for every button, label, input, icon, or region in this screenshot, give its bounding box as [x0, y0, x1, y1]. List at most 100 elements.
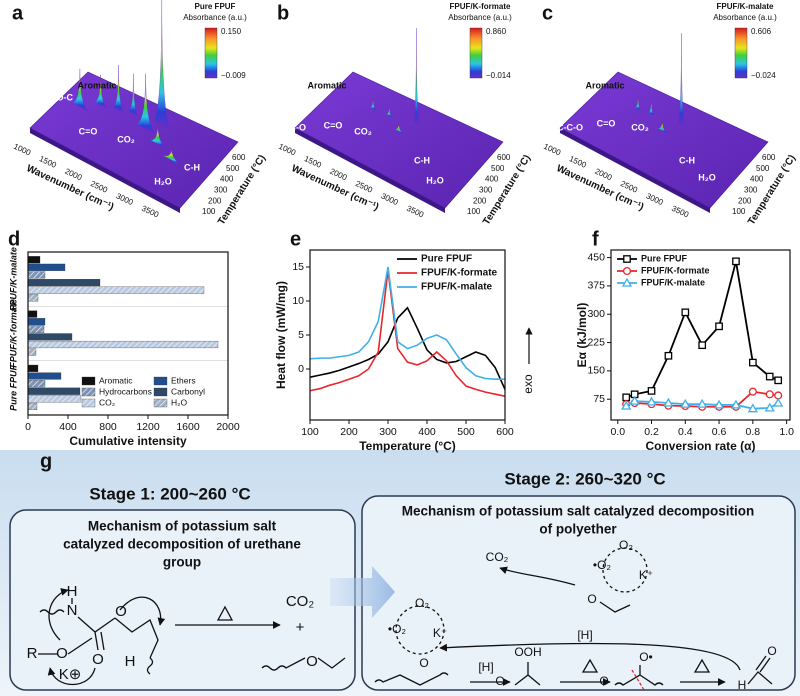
atom-label: CO₂	[286, 593, 315, 610]
x-tick-label: 0.2	[644, 426, 659, 438]
peak-annotation: H₂O	[426, 175, 444, 185]
series-line	[309, 266, 505, 380]
legend-label: FPUF/K-formate	[641, 265, 710, 275]
marker	[647, 387, 656, 395]
atom-label: O	[767, 644, 776, 658]
marker	[622, 393, 631, 402]
x-tick-label: 1.0	[779, 426, 794, 438]
marker	[681, 308, 690, 317]
electron-arrow	[47, 667, 96, 685]
atom-label: K⊕	[59, 666, 82, 683]
x-tick-label: 800	[99, 421, 117, 433]
atom-label: O	[587, 592, 596, 606]
colorbar-title: Pure FPUF	[195, 2, 236, 11]
y-tick-label: 100	[202, 207, 216, 216]
x-tick-label: 500	[457, 426, 475, 438]
surface-peak	[154, 0, 170, 129]
atom-label: O	[599, 674, 608, 688]
bar	[27, 263, 66, 271]
marker	[715, 322, 723, 331]
y-tick-label: 400	[485, 175, 499, 184]
y-tick-label: 0	[298, 363, 304, 375]
x-tick-label: 3000	[115, 191, 135, 207]
box-title: Mechanism of potassium salt	[88, 519, 277, 534]
peak-annotation: C-H	[679, 155, 695, 165]
peak-annotation: Aromatic	[307, 80, 346, 90]
colorbar	[469, 27, 483, 79]
surface-peak	[657, 120, 667, 133]
marker	[774, 376, 783, 385]
bond	[374, 672, 449, 686]
y-tick-label: 200	[208, 196, 222, 205]
x-tick-label: 3500	[140, 204, 160, 220]
legend-label: Aromatic	[99, 375, 133, 385]
colorbar	[734, 27, 748, 79]
bar	[27, 318, 46, 326]
surface-peak	[678, 33, 685, 126]
ion-cycle	[602, 547, 648, 593]
x-tick-label: 0.6	[712, 426, 727, 438]
y-axis-label: Eα (kJ/mol)	[575, 303, 589, 368]
colorbar-max: 0.150	[221, 27, 242, 36]
y-tick-label: 225	[587, 336, 605, 348]
box-title: group	[163, 555, 201, 570]
stage-2-structure	[374, 547, 773, 691]
y-axis-label: Heat flow (mW/mg)	[274, 281, 288, 389]
marker	[663, 397, 674, 407]
stage-arrow	[330, 566, 395, 618]
surface-peak	[634, 94, 642, 111]
atom-label: O	[306, 653, 318, 670]
x-tick-label: 3000	[645, 191, 665, 207]
series-line	[309, 306, 506, 390]
x-tick-label: 1600	[176, 421, 200, 433]
colorbar-title: Absorbance (a.u.)	[448, 13, 512, 22]
atom-label: •O₂	[593, 558, 612, 572]
heat-symbol	[216, 605, 234, 621]
y-tick-label: 375	[587, 280, 605, 292]
box-title: of polyether	[539, 522, 617, 537]
plot-frame	[309, 249, 506, 421]
legend-label: H₂O	[171, 397, 187, 407]
x-tick-label: 3500	[405, 204, 425, 220]
category-label: FPUF/K-malate	[8, 247, 18, 311]
surface-peak	[136, 73, 155, 134]
surface-side	[30, 128, 180, 213]
bar	[27, 402, 38, 411]
surface-peak	[647, 98, 655, 116]
bond	[614, 665, 664, 686]
bond	[747, 655, 773, 685]
x-tick-label: 1200	[136, 421, 160, 433]
atom-label: H	[125, 653, 136, 670]
peak-annotation: Aromatic	[585, 80, 624, 90]
x-tick-label: 400	[59, 421, 77, 433]
atom-label: N	[67, 602, 78, 619]
electron-arrow	[48, 588, 69, 641]
legend-label: Pure FPUF	[641, 253, 688, 263]
colorbar-min: −0.009	[221, 71, 246, 80]
marker	[680, 398, 691, 408]
bar	[27, 333, 73, 341]
reaction-arrow	[499, 566, 576, 586]
y-tick-label: 15	[292, 261, 304, 273]
panel-label: f	[592, 228, 599, 250]
atom-label: O	[115, 603, 127, 620]
bar	[27, 256, 41, 264]
peak-annotation: C=O	[597, 118, 616, 128]
legend-swatch	[153, 387, 168, 397]
marker	[621, 277, 633, 287]
bond	[38, 637, 93, 655]
annotation: exo	[521, 374, 535, 394]
surface-peak	[94, 74, 107, 109]
atom-label: O•	[639, 650, 653, 664]
peak-annotation: C=O	[79, 126, 98, 136]
marker	[629, 395, 640, 405]
atom-label: R	[27, 645, 38, 662]
marker	[730, 399, 742, 409]
surface-peak	[386, 105, 393, 118]
surface-peak	[71, 68, 88, 111]
bar	[27, 348, 37, 356]
atom-label: O₂	[619, 538, 633, 552]
peak-annotation: Aromatic	[77, 80, 116, 90]
legend-swatch	[153, 376, 168, 386]
atom-label: OOH	[514, 645, 541, 659]
